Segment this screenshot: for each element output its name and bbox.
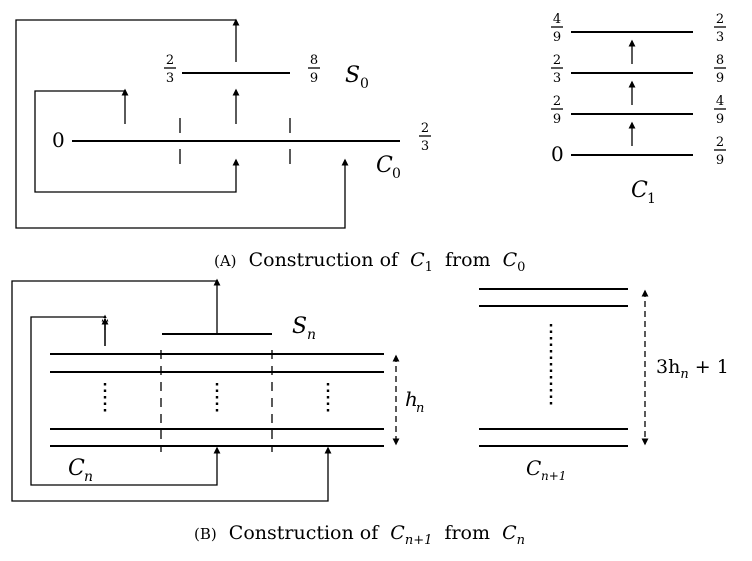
svg-text:n+1: n+1 bbox=[541, 469, 566, 483]
c1-right-fraction: 4 9 bbox=[714, 94, 726, 127]
svg-text:0: 0 bbox=[360, 76, 369, 92]
svg-text:3hn + 1: 3hn + 1 bbox=[656, 356, 729, 382]
svg-text:9: 9 bbox=[310, 71, 318, 86]
c1-left-fraction: 2 3 bbox=[551, 53, 563, 86]
svg-text:(A) Construction of: (A) Construction of C1 from C0 bbox=[214, 249, 525, 276]
cn-label: C n bbox=[68, 456, 93, 485]
routing-path-inner bbox=[34, 90, 240, 193]
c1-right-fraction: 2 9 bbox=[714, 135, 726, 168]
svg-text:9: 9 bbox=[716, 153, 724, 168]
svg-text:2: 2 bbox=[421, 121, 429, 136]
svg-text:2: 2 bbox=[553, 94, 561, 109]
c1-left-fraction: 4 9 bbox=[551, 12, 563, 45]
svg-text:C: C bbox=[526, 456, 541, 480]
caption-b: (B) Construction of Cn+1 from Cn bbox=[194, 522, 525, 549]
svg-text:S: S bbox=[345, 63, 360, 88]
cn1-label: C n+1 bbox=[526, 456, 566, 483]
svg-text:(B) Construction of: (B) Construction of Cn+1 from Cn bbox=[194, 522, 525, 549]
c1-right-fraction: 8 9 bbox=[714, 53, 726, 86]
c0-right-fraction: 2 3 bbox=[419, 121, 431, 154]
svg-text:2: 2 bbox=[716, 135, 724, 150]
c0-label: C 0 bbox=[376, 153, 401, 182]
caption-a: (A) Construction of C1 from C0 bbox=[214, 249, 525, 276]
c1-label: C 1 bbox=[631, 178, 656, 207]
zero-label: 0 bbox=[52, 128, 65, 152]
s0-label: S 0 bbox=[345, 63, 369, 92]
panel-a-left: 0 2 3 2 3 8 9 S 0 C 0 bbox=[15, 18, 431, 229]
svg-text:2: 2 bbox=[553, 53, 561, 68]
svg-text:C: C bbox=[376, 153, 393, 178]
svg-text:C: C bbox=[631, 178, 648, 203]
c1-left-fraction: 2 9 bbox=[551, 94, 563, 127]
svg-text:n: n bbox=[307, 327, 316, 343]
svg-text:n: n bbox=[416, 401, 424, 416]
svg-text:2: 2 bbox=[716, 12, 724, 27]
panel-b-left: h n S n C n bbox=[11, 278, 424, 502]
routing-path-outer bbox=[11, 280, 332, 502]
sn-label: S n bbox=[292, 314, 316, 343]
cn1-height-label: 3hn + 1 bbox=[656, 356, 729, 382]
svg-text:S: S bbox=[292, 314, 307, 339]
svg-text:1: 1 bbox=[647, 191, 656, 207]
s0-left-fraction: 2 3 bbox=[164, 53, 176, 86]
routing-path-inner bbox=[30, 316, 221, 486]
svg-text:0: 0 bbox=[392, 166, 401, 182]
svg-text:C: C bbox=[68, 456, 85, 481]
c1-left-zero: 0 bbox=[551, 142, 564, 166]
svg-text:9: 9 bbox=[553, 112, 561, 127]
svg-text:3: 3 bbox=[421, 139, 429, 154]
routing-path-outer bbox=[15, 19, 349, 229]
svg-text:9: 9 bbox=[553, 30, 561, 45]
svg-text:4: 4 bbox=[553, 12, 561, 27]
svg-text:3: 3 bbox=[166, 71, 174, 86]
svg-text:2: 2 bbox=[166, 53, 174, 68]
svg-text:9: 9 bbox=[716, 112, 724, 127]
panel-b-right: 3hn + 1 C n+1 bbox=[479, 288, 729, 483]
svg-text:9: 9 bbox=[716, 71, 724, 86]
s0-right-fraction: 8 9 bbox=[308, 53, 320, 86]
panel-a-right: 4 9 2 3 2 9 0 2 3 8 9 4 9 bbox=[551, 12, 726, 207]
svg-text:8: 8 bbox=[716, 53, 724, 68]
svg-text:4: 4 bbox=[716, 94, 724, 109]
hn-label: h n bbox=[405, 387, 424, 416]
svg-text:n: n bbox=[84, 469, 93, 485]
svg-text:3: 3 bbox=[553, 71, 561, 86]
svg-text:3: 3 bbox=[716, 30, 724, 45]
svg-text:8: 8 bbox=[310, 53, 318, 68]
svg-text:h: h bbox=[405, 387, 418, 411]
c1-right-fraction: 2 3 bbox=[714, 12, 726, 45]
